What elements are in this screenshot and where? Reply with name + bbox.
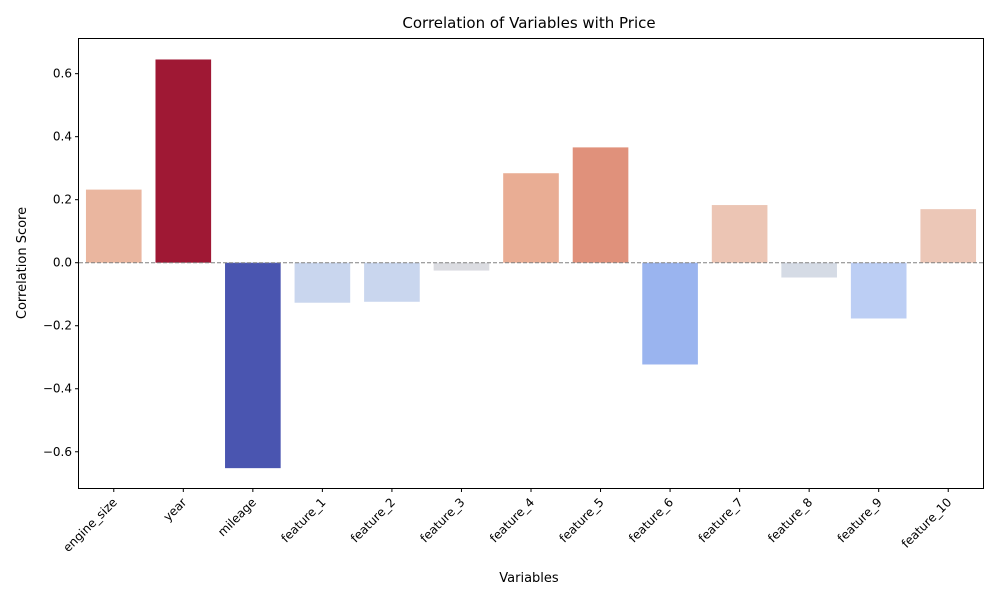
y-tick-label: 0.4 — [53, 130, 72, 144]
bar — [503, 173, 559, 263]
bar — [85, 189, 142, 263]
bar — [155, 59, 212, 263]
bar — [225, 262, 281, 469]
plot-frame — [78, 38, 984, 489]
bar — [850, 262, 907, 319]
bar — [572, 147, 629, 263]
chart-title: Correlation of Variables with Price — [402, 14, 655, 32]
x-axis-label: Variables — [499, 571, 559, 586]
bar — [781, 262, 837, 278]
bar — [294, 262, 351, 303]
bar — [711, 205, 768, 263]
bar — [433, 262, 490, 271]
y-tick-label: 0.2 — [53, 193, 72, 207]
y-tick-label: 0.6 — [53, 67, 72, 81]
y-axis: −0.6 −0.4 −0.2 0.0 0.2 0.4 0.6 — [43, 67, 79, 459]
y-tick-label: 0.0 — [53, 256, 72, 270]
bar — [920, 209, 977, 263]
bar — [364, 262, 420, 302]
y-tick-label: −0.2 — [43, 319, 72, 333]
y-tick-label: −0.4 — [43, 382, 72, 396]
bar — [642, 262, 698, 365]
bars-layer — [85, 59, 977, 469]
y-tick-label: −0.6 — [43, 445, 72, 459]
y-axis-label: Correlation Score — [15, 207, 30, 319]
